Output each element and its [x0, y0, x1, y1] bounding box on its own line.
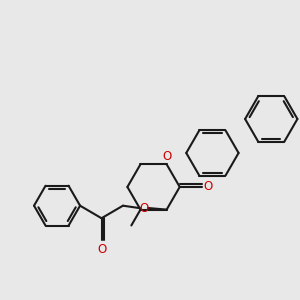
Text: O: O [162, 150, 171, 163]
Text: O: O [97, 243, 106, 256]
Text: O: O [140, 202, 149, 215]
Text: O: O [203, 180, 213, 194]
